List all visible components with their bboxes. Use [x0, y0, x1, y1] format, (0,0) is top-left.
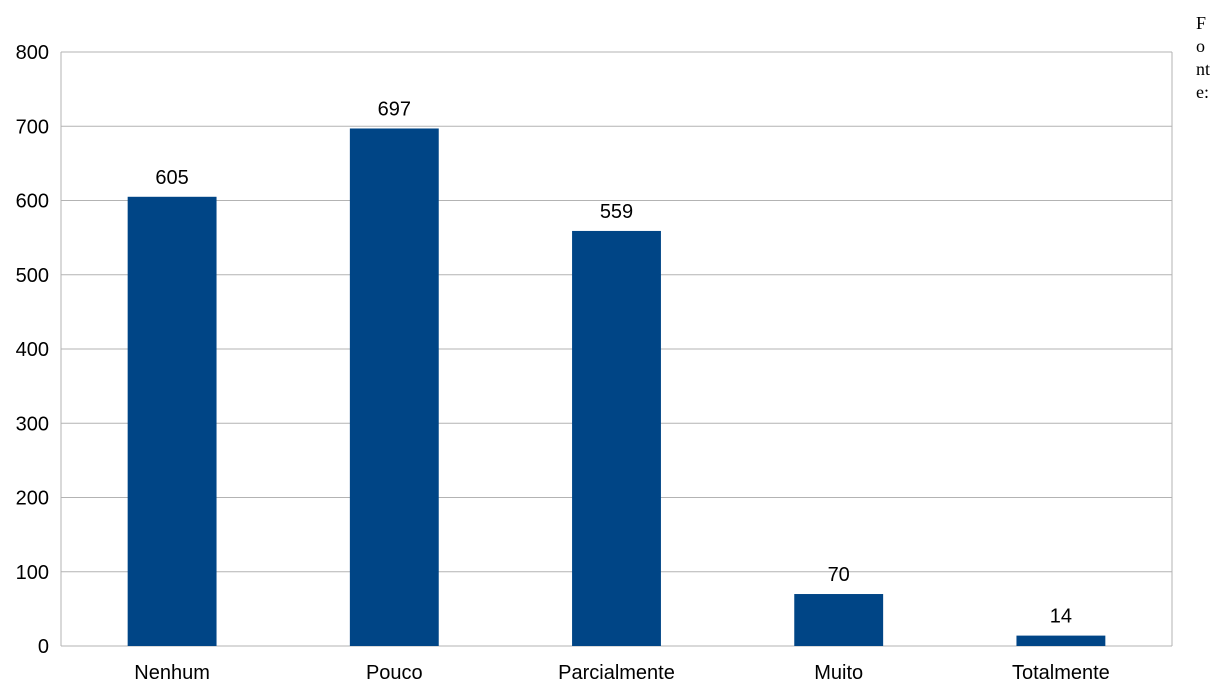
x-tick-label: Parcialmente: [558, 662, 675, 684]
y-tick-label: 0: [38, 636, 49, 658]
y-tick-label: 300: [16, 413, 49, 435]
x-tick-label: Nenhum: [134, 662, 210, 684]
y-axis-tick-labels: 0 100 200 300 400 500 600 700 800: [16, 42, 49, 658]
data-label: 559: [600, 201, 633, 223]
bar-nenhum: [127, 196, 217, 646]
data-label: 697: [378, 98, 411, 120]
data-labels: 605 697 559 70 14: [155, 98, 1072, 627]
y-tick-label: 800: [16, 42, 49, 64]
bar-muito: [794, 594, 884, 646]
bar-pouco: [349, 128, 439, 647]
y-tick-label: 100: [16, 562, 49, 584]
data-label: 70: [828, 564, 850, 586]
x-tick-label: Pouco: [366, 662, 423, 684]
source-note: Fonte:: [1196, 13, 1211, 102]
data-label: 14: [1050, 606, 1072, 628]
y-tick-label: 700: [16, 116, 49, 138]
y-tick-label: 600: [16, 191, 49, 213]
x-tick-label: Totalmente: [1012, 662, 1110, 684]
bar-totalmente: [1016, 635, 1106, 646]
y-tick-label: 400: [16, 339, 49, 361]
data-label: 605: [155, 167, 188, 189]
y-tick-label: 200: [16, 488, 49, 510]
bar-parcialmente: [572, 230, 661, 646]
y-tick-label: 500: [16, 265, 49, 287]
x-tick-label: Muito: [814, 662, 863, 684]
x-axis-tick-labels: Nenhum Pouco Parcialmente Muito Totalmente: [134, 662, 1110, 684]
bars: [127, 128, 1106, 647]
